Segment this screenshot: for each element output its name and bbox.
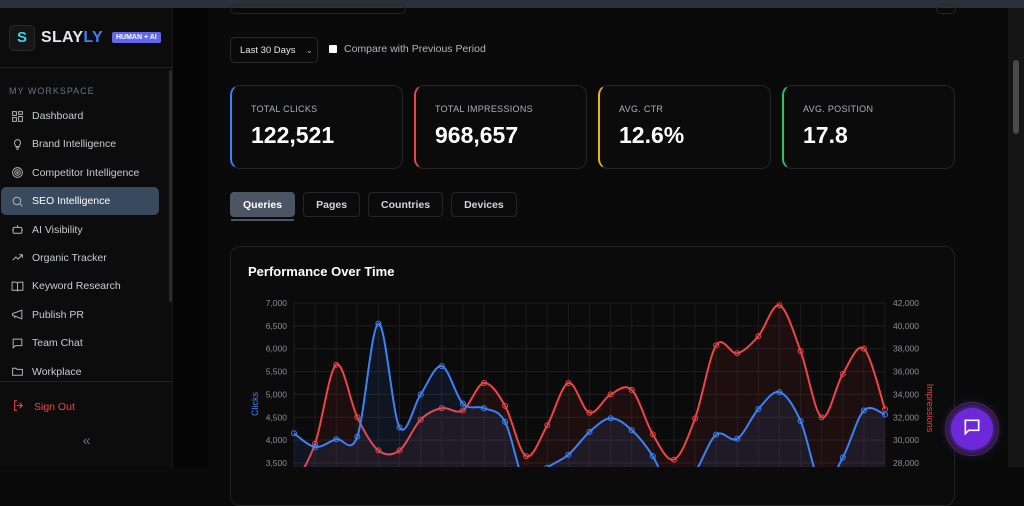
stat-card-avg-ctr: AVG. CTR 12.6%	[598, 85, 771, 169]
stat-label: AVG. CTR	[619, 104, 664, 114]
compare-label: Compare with Previous Period	[344, 43, 486, 55]
sidebar-item-label: Team Chat	[32, 337, 83, 350]
partial-element	[230, 4, 406, 14]
stat-label: AVG. POSITION	[803, 104, 874, 114]
sidebar-item-publish-pr[interactable]: Publish PR	[1, 301, 159, 329]
chart-title: Performance Over Time	[248, 264, 395, 279]
sidebar-item-label: Publish PR	[32, 308, 84, 321]
main-content: Last 30 Days ⌄ Compare with Previous Per…	[208, 4, 1008, 506]
browser-top-bar	[0, 0, 1024, 8]
performance-chart-card: Performance Over Time	[230, 246, 955, 506]
brand-name-b: LY	[83, 28, 103, 46]
stat-value: 12.6%	[619, 122, 685, 148]
sidebar-scrollbar[interactable]	[169, 70, 172, 302]
sidebar-item-competitor-intelligence[interactable]: Competitor Intelligence	[1, 159, 159, 187]
tab-queries[interactable]: Queries	[230, 192, 296, 221]
stat-card-avg-position: AVG. POSITION 17.8	[782, 85, 955, 169]
chat-icon	[10, 336, 24, 350]
sidebar-item-keyword-research[interactable]: Keyword Research	[1, 272, 159, 300]
chat-icon	[962, 417, 982, 442]
page-scrollbar[interactable]	[1008, 8, 1024, 467]
logo: S	[9, 24, 35, 51]
sign-out-label: Sign Out	[34, 401, 75, 413]
sidebar-item-label: Workplace	[32, 365, 82, 378]
stat-label: TOTAL IMPRESSIONS	[435, 104, 533, 114]
target-icon	[10, 166, 24, 180]
sidebar-item-workplace[interactable]: Workplace	[1, 358, 159, 386]
checkbox[interactable]	[329, 45, 337, 53]
lightbulb-icon	[10, 137, 24, 151]
search-icon	[10, 194, 24, 208]
period-value: Last 30 Days	[240, 44, 296, 56]
grid-icon	[10, 109, 24, 123]
gutter	[173, 8, 208, 467]
sign-out-button[interactable]: Sign Out	[0, 399, 173, 415]
brand[interactable]: S SLAYLY HUMAN + AI	[0, 8, 172, 68]
sidebar-item-label: Keyword Research	[32, 280, 121, 293]
stat-card-total-clicks: TOTAL CLICKS 122,521	[230, 85, 403, 169]
stat-value: 17.8	[803, 122, 848, 148]
partial-button[interactable]	[936, 4, 956, 14]
brand-name-a: SLAY	[41, 28, 84, 46]
sidebar-item-ai-visibility[interactable]: AI Visibility	[1, 216, 159, 244]
sidebar-item-label: Competitor Intelligence	[32, 166, 140, 179]
compare-checkbox[interactable]: Compare with Previous Period	[329, 43, 486, 55]
stat-value: 122,521	[251, 122, 335, 148]
sidebar-item-seo-intelligence[interactable]: SEO Intelligence	[1, 187, 159, 216]
stat-label: TOTAL CLICKS	[251, 104, 318, 114]
brand-name: SLAYLY	[41, 29, 103, 47]
sidebar-item-label: Dashboard	[32, 110, 84, 122]
sidebar: S SLAYLY HUMAN + AI MY WORKSPACE Dashboa…	[0, 8, 173, 467]
megaphone-icon	[10, 308, 24, 322]
stat-value: 968,657	[435, 122, 519, 148]
sidebar-item-label: SEO Intelligence	[32, 195, 111, 208]
human-ai-badge: HUMAN + AI	[111, 32, 161, 43]
bot-icon	[10, 223, 24, 237]
tab-pages[interactable]: Pages	[303, 192, 361, 217]
sidebar-item-brand-intelligence[interactable]: Brand Intelligence	[1, 130, 159, 158]
section-label: MY WORKSPACE	[9, 86, 95, 96]
collapse-sidebar-button[interactable]: «	[82, 432, 91, 448]
chat-fab-button[interactable]	[945, 402, 999, 456]
tab-devices[interactable]: Devices	[451, 192, 517, 217]
sidebar-item-label: Brand Intelligence	[32, 138, 117, 151]
sidebar-item-label: AI Visibility	[32, 223, 83, 236]
period-select[interactable]: Last 30 Days ⌄	[230, 37, 318, 63]
sidebar-item-team-chat[interactable]: Team Chat	[1, 329, 159, 357]
trending-up-icon	[10, 251, 24, 265]
sidebar-item-dashboard[interactable]: Dashboard	[1, 102, 159, 130]
sign-out-icon	[12, 399, 25, 415]
book-icon	[10, 279, 24, 293]
tab-countries[interactable]: Countries	[368, 192, 444, 217]
stat-card-total-impressions: TOTAL IMPRESSIONS 968,657	[414, 85, 587, 169]
scrollbar-thumb[interactable]	[1013, 60, 1019, 134]
sidebar-item-organic-tracker[interactable]: Organic Tracker	[1, 244, 159, 272]
chevron-down-icon: ⌄	[305, 44, 313, 55]
sidebar-item-label: Organic Tracker	[32, 251, 107, 264]
folder-icon	[10, 365, 24, 379]
